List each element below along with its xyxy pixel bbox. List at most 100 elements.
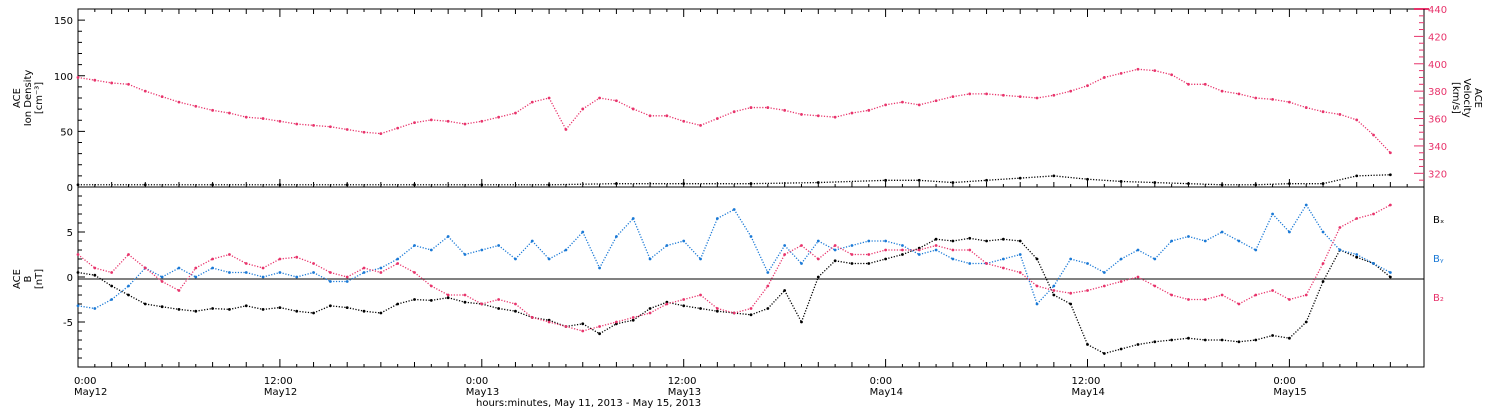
data-point	[1035, 302, 1039, 306]
data-point	[295, 275, 299, 279]
data-point	[1035, 96, 1039, 100]
data-point	[480, 119, 484, 123]
series-segment	[851, 240, 869, 247]
data-point	[143, 302, 147, 306]
data-point	[800, 113, 803, 116]
series-segment	[734, 312, 752, 316]
data-point	[530, 239, 534, 243]
b-tick-label: 0	[67, 273, 73, 284]
series-segment	[1070, 303, 1089, 345]
series-segment	[1238, 339, 1256, 343]
vel-tick-label: 340	[1428, 142, 1447, 153]
data-point	[682, 239, 686, 243]
series-segment	[1087, 343, 1105, 355]
data-point	[547, 257, 551, 261]
data-point	[1203, 338, 1207, 342]
series-Bᵧ	[76, 203, 1392, 310]
series-segment	[767, 290, 786, 309]
series-segment	[1221, 231, 1240, 242]
data-point	[345, 306, 349, 309]
data-point	[1220, 230, 1224, 234]
series-segment	[330, 126, 348, 131]
series-segment	[262, 258, 281, 269]
series-segment	[700, 117, 718, 126]
series-segment	[1019, 240, 1038, 260]
data-point	[1355, 253, 1359, 256]
series-segment	[801, 244, 819, 260]
series-segment	[161, 280, 180, 292]
data-point	[917, 178, 921, 182]
data-point	[1170, 239, 1174, 243]
series-segment	[952, 93, 970, 98]
series-segment	[94, 298, 112, 310]
data-point	[211, 266, 215, 270]
vel-tick-label: 420	[1428, 32, 1447, 43]
series-segment	[1036, 285, 1055, 292]
series-segment	[1205, 83, 1223, 92]
data-point	[968, 262, 972, 265]
series-segment	[347, 306, 365, 312]
data-point	[328, 271, 332, 274]
series-segment	[868, 104, 886, 111]
data-point	[110, 271, 114, 274]
series-segment	[1070, 289, 1088, 294]
series-segment	[918, 238, 937, 249]
series-segment	[111, 285, 129, 301]
series-segment	[481, 116, 499, 122]
data-point	[194, 309, 198, 313]
series-segment	[313, 262, 331, 274]
series-segment	[935, 95, 954, 102]
series-segment	[1221, 90, 1240, 95]
data-point	[228, 111, 231, 115]
series-segment	[1188, 337, 1206, 341]
data-point	[631, 217, 635, 220]
series-segment	[313, 271, 331, 283]
data-point	[1119, 347, 1123, 351]
series-segment	[1020, 175, 1054, 179]
series-segment	[1154, 69, 1172, 76]
series-segment	[1053, 90, 1071, 96]
data-point	[1271, 289, 1274, 292]
data-point	[1052, 174, 1056, 178]
data-point	[446, 293, 450, 297]
series-segment	[649, 244, 668, 260]
y-tick-label: 0	[67, 183, 73, 194]
data-point	[917, 248, 921, 252]
series-segment	[161, 96, 180, 103]
data-point	[396, 126, 400, 130]
series-segment	[750, 236, 769, 273]
data-point	[312, 271, 315, 274]
series-segment	[1305, 263, 1324, 296]
data-point	[1220, 293, 1224, 297]
data-point	[1372, 212, 1375, 216]
data-point	[867, 262, 871, 265]
data-point	[715, 217, 719, 220]
data-point	[1271, 97, 1274, 101]
series-segment	[1137, 68, 1155, 72]
data-point	[1388, 203, 1392, 207]
data-point	[1187, 298, 1190, 301]
data-point	[1271, 212, 1274, 216]
y-tick-label: 100	[54, 72, 73, 83]
data-point	[833, 248, 837, 252]
series-segment	[111, 82, 129, 85]
x-tick-time: 0:00	[466, 376, 488, 387]
series-segment	[296, 310, 314, 314]
data-point	[211, 257, 215, 261]
series-segment	[1120, 343, 1139, 350]
series-segment	[431, 285, 449, 296]
series-segment	[599, 323, 617, 335]
series-segment	[296, 123, 314, 127]
series-segment	[1053, 175, 1088, 180]
series-segment	[902, 101, 920, 106]
series-segment	[834, 244, 853, 256]
series-segment	[144, 267, 163, 283]
data-point	[1288, 336, 1291, 340]
data-point	[1304, 106, 1308, 109]
density-axis-ticks: 0 50 100 150	[54, 8, 85, 194]
data-point	[160, 305, 164, 309]
series-segment	[532, 97, 550, 103]
data-point	[446, 119, 450, 123]
series-segment	[717, 208, 735, 220]
series-segment	[1036, 285, 1055, 305]
